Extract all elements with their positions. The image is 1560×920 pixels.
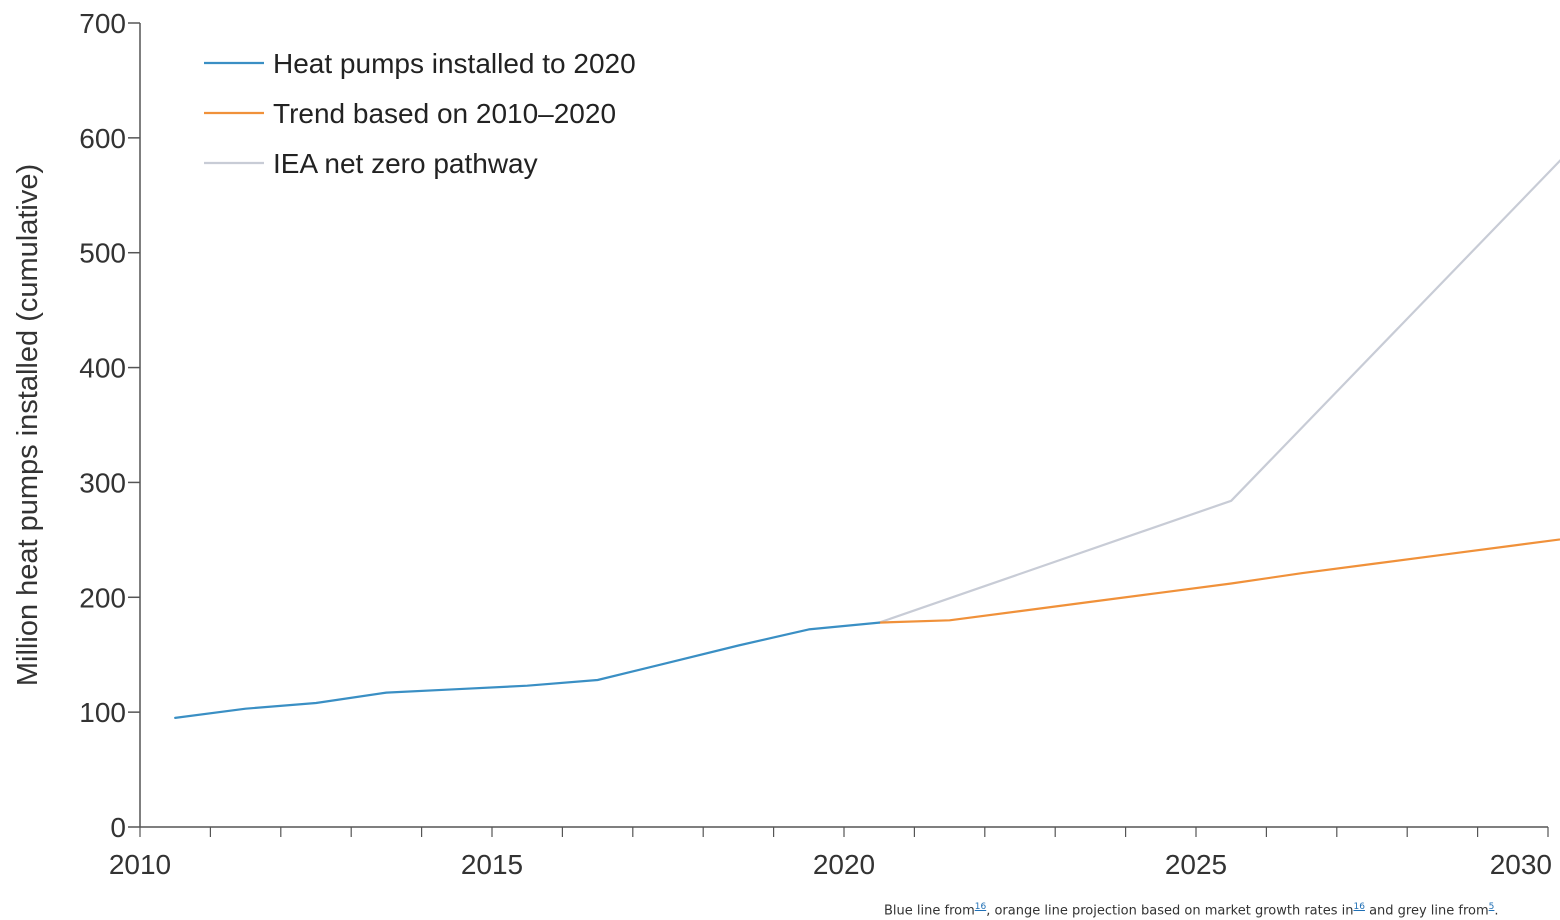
x-tick-label: 2015 bbox=[461, 849, 523, 880]
series-line bbox=[878, 159, 1560, 624]
footnote-text-3: and grey line from bbox=[1364, 903, 1489, 919]
footnote-ref-link[interactable]: 16 bbox=[1353, 902, 1365, 912]
legend: Heat pumps installed to 2020 Trend based … bbox=[204, 48, 636, 179]
footnote-text-1: Blue line from bbox=[884, 903, 975, 919]
series-layer bbox=[174, 159, 1560, 720]
legend-label: Heat pumps installed to 2020 bbox=[273, 48, 636, 79]
footnote-text-2: , orange line projection based on market… bbox=[986, 903, 1354, 919]
footnote-text-4: . bbox=[1494, 903, 1499, 919]
x-tick-label: 2020 bbox=[813, 849, 875, 880]
y-tick-label: 600 bbox=[79, 123, 126, 154]
x-tick-label: 2025 bbox=[1165, 849, 1227, 880]
y-tick-label: 700 bbox=[79, 8, 126, 39]
y-tick-label: 200 bbox=[79, 582, 126, 613]
source-footnote: Blue line from16, orange line projection… bbox=[884, 902, 1499, 918]
y-tick-label: 300 bbox=[79, 467, 126, 498]
y-axis-title: Million heat pumps installed (cumulative… bbox=[12, 164, 44, 686]
y-tick-label: 400 bbox=[79, 353, 126, 384]
y-tick-label: 500 bbox=[79, 238, 126, 269]
footnote-ref-link[interactable]: 5 bbox=[1488, 902, 1495, 912]
y-tick-label: 0 bbox=[110, 812, 126, 843]
series-line bbox=[174, 621, 881, 720]
legend-label: Trend based on 2010–2020 bbox=[273, 98, 616, 129]
x-tick-label: 2030 bbox=[1490, 849, 1552, 880]
footnote-ref-link[interactable]: 16 bbox=[974, 902, 987, 912]
x-tick-label: 2010 bbox=[109, 849, 171, 880]
y-tick-label: 100 bbox=[79, 697, 126, 728]
legend-label: IEA net zero pathway bbox=[273, 148, 538, 179]
axes: 0 100 200 300 400 500 600 700 2010 2015 2020 2025 20… bbox=[79, 8, 1552, 880]
series-line bbox=[878, 538, 1560, 624]
